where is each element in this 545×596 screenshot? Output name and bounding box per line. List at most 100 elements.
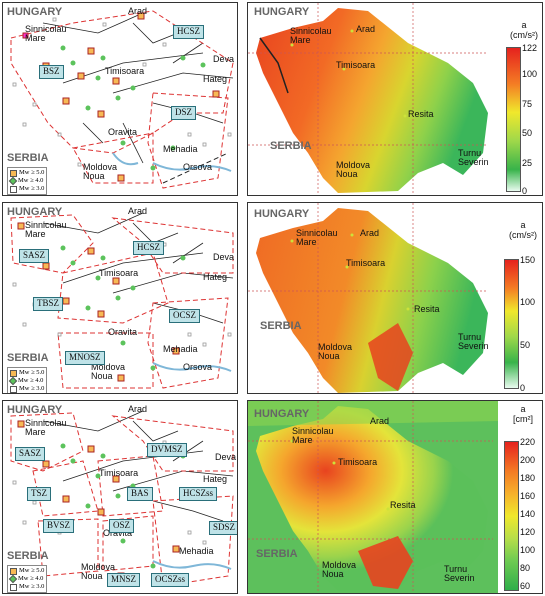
colorbar-tick: 220	[520, 437, 536, 447]
city-label: Moldova Noua	[318, 342, 353, 361]
city-label: Arad	[128, 206, 148, 216]
acceleration-map-2: HUNGARY SERBIA Sinnicolau Mare Arad Timi…	[247, 202, 543, 394]
colorbar-unit: a (cm/s²)	[510, 20, 538, 40]
zone-label: HCSZss	[179, 487, 218, 501]
zone-label: HCSZ	[133, 241, 165, 255]
colorbar-tick: 140	[520, 509, 536, 519]
colorbar-tick: 120	[520, 527, 536, 537]
city-label: Timisoara	[336, 60, 376, 70]
city-label: Turnu Severin	[444, 564, 475, 583]
country-label-top: HUNGARY	[254, 6, 310, 18]
city-label: Resita	[414, 304, 440, 314]
hazard-map-graphics-1	[248, 3, 488, 195]
city-label: Sinnicolau Mare	[290, 26, 332, 45]
city-label: Sinnicolau Mare	[296, 228, 338, 247]
magnitude-legend: Mw ≥ 5.0 Mw ≥ 4.0 Mw ≥ 3.0	[7, 565, 48, 593]
city-label: Moldova Noua	[322, 560, 357, 579]
country-label-top: HUNGARY	[7, 6, 63, 18]
city-label: Deva	[213, 54, 235, 64]
zone-label: OCSZss	[151, 573, 190, 587]
city-label: Deva	[215, 452, 237, 462]
city-label: Hateg	[203, 474, 228, 484]
zone-label: DSZ	[171, 106, 197, 120]
country-label-bottom: SERBIA	[260, 320, 302, 332]
country-label-top: HUNGARY	[254, 208, 310, 220]
acceleration-map-3: HUNGARY SERBIA Arad Sinnicolau Mare Timi…	[247, 400, 543, 594]
zone-label: BAS	[127, 487, 153, 501]
zone-label: SASZ	[19, 249, 50, 263]
seismic-zone-map-2: HUNGARY SERBIA Sinnicolau Mare Arad Timi…	[2, 202, 238, 394]
city-label: Turnu Severin	[458, 332, 489, 351]
city-label: Timisoara	[105, 66, 145, 76]
city-label: Arad	[356, 24, 376, 34]
acceleration-map-1: HUNGARY SERBIA Arad Sinnicolau Mare Timi…	[247, 2, 543, 196]
colorbar-tick: 200	[520, 455, 536, 465]
zone-label: SDSZ	[209, 521, 237, 535]
city-label: Mehadia	[179, 546, 214, 556]
country-label-bottom: SERBIA	[7, 352, 49, 364]
colorbar-unit: a [cm²]	[513, 404, 533, 424]
zone-label: OCSZ	[169, 309, 201, 323]
city-label: Oravita	[108, 127, 138, 137]
city-label: Timisoara	[99, 468, 139, 478]
colorbar-tick: 0	[520, 383, 526, 393]
city-label: Timisoara	[346, 258, 386, 268]
city-label: Hateg	[203, 74, 228, 84]
country-label-bottom: SERBIA	[7, 550, 49, 562]
colorbar-tick: 100	[520, 545, 536, 555]
gray-markers-1	[12, 17, 232, 167]
hazard-map-graphics-2	[248, 203, 488, 393]
zone-label: SASZ	[15, 447, 46, 461]
city-label: Deva	[213, 252, 235, 262]
city-label: Arad	[360, 228, 380, 238]
colorbar-tick: 100	[522, 69, 538, 79]
colorbar	[504, 441, 519, 591]
colorbar-tick: 160	[520, 491, 536, 501]
colorbar-tick: 180	[520, 473, 536, 483]
colorbar	[506, 47, 521, 192]
city-label: Arad	[128, 6, 148, 16]
city-label: Mehadia	[163, 344, 198, 354]
city-label: Orsova	[183, 162, 213, 172]
colorbar-tick: 0	[522, 186, 528, 196]
city-label: Timisoara	[99, 268, 139, 278]
city-label: Oravita	[103, 528, 133, 538]
city-label: Arad	[370, 416, 390, 426]
magnitude-legend: Mw ≥ 5.0 Mw ≥ 4.0 Mw ≥ 3.0	[7, 167, 48, 195]
seismic-zone-map-3: HUNGARY SERBIA Sinnicolau Mare Arad Timi…	[2, 400, 238, 594]
city-label: Moldova Noua	[81, 562, 116, 581]
city-label: Oravita	[108, 327, 138, 337]
city-label: Mehadia	[163, 144, 198, 154]
country-label-top: HUNGARY	[7, 404, 63, 416]
city-label: Resita	[408, 109, 434, 119]
colorbar-tick: 75	[522, 99, 533, 109]
zone-label: TBSZ	[33, 297, 64, 311]
zone-label: TSZ	[27, 487, 52, 501]
colorbar-tick: 50	[520, 340, 531, 350]
zone-label: HCSZ	[173, 25, 205, 39]
city-label: Orsova	[183, 362, 213, 372]
country-label-top: HUNGARY	[7, 206, 63, 218]
city-label: Sinnicolau Mare	[25, 220, 67, 239]
hazard-map-graphics-3	[248, 401, 498, 593]
colorbar-tick: 150	[520, 255, 536, 265]
city-label: Moldova Noua	[336, 160, 371, 179]
colorbar-unit: a (cm/s²)	[509, 220, 537, 240]
city-label: Moldova Noua	[91, 362, 126, 381]
country-label-bottom: SERBIA	[256, 548, 298, 560]
seismic-zone-map-1: HUNGARY SERBIA Sinnicolau Mare Arad Timi…	[2, 2, 238, 196]
city-label: Timisoara	[338, 457, 378, 467]
city-label: Hateg	[203, 272, 228, 282]
country-label-bottom: SERBIA	[270, 140, 312, 152]
city-label: Sinnicolau Mare	[25, 418, 67, 437]
city-label: Moldova Noua	[83, 162, 118, 181]
magnitude-legend: Mw ≥ 5.0 Mw ≥ 4.0 Mw ≥ 3.0	[7, 367, 48, 393]
colorbar-tick: 100	[520, 297, 536, 307]
colorbar-tick: 122	[522, 43, 538, 53]
country-label-top: HUNGARY	[254, 408, 310, 420]
city-label: Arad	[128, 404, 148, 414]
zone-map-graphics-3	[10, 410, 234, 587]
city-label: Sinnicolau Mare	[292, 426, 334, 445]
zone-label: MNOSZ	[65, 351, 105, 365]
city-label: Turnu Severin	[458, 148, 489, 167]
